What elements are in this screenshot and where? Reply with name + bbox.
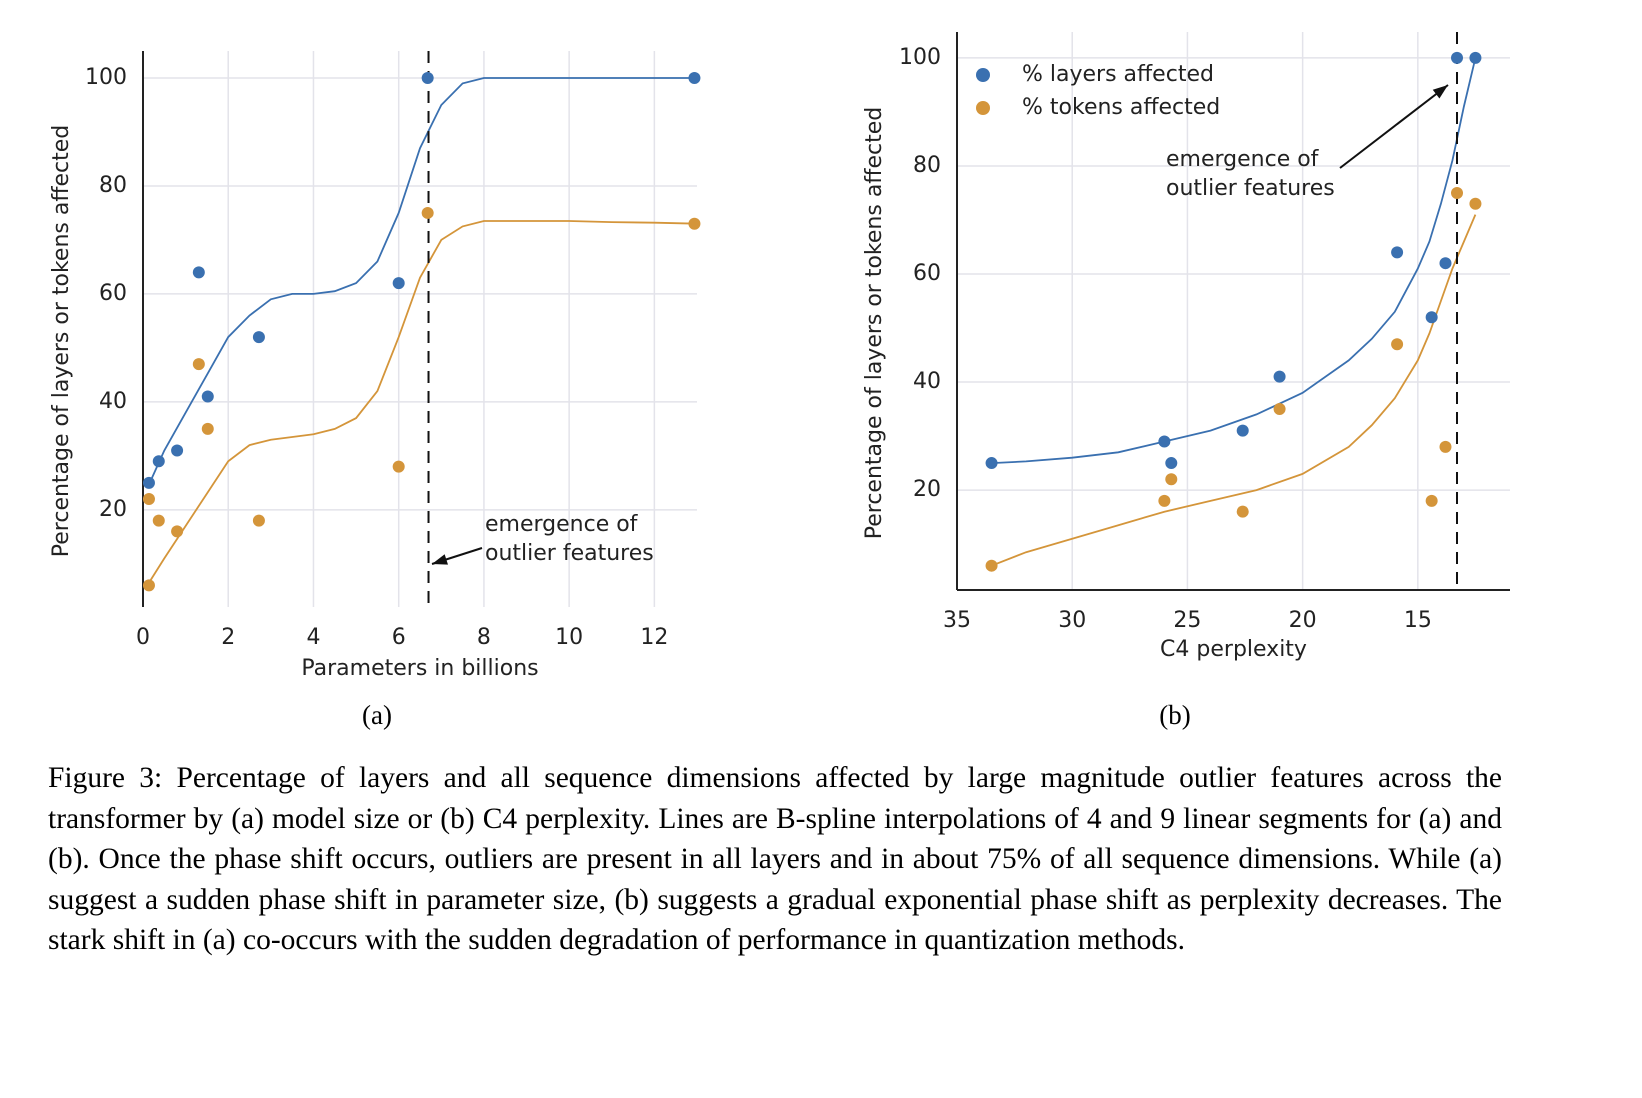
data-point (1469, 197, 1482, 210)
subcaption: (a) (362, 700, 392, 730)
data-point (1236, 505, 1249, 518)
data-point (421, 71, 434, 84)
data-point (421, 206, 434, 219)
annotation: emergence of (485, 512, 639, 537)
y-axis-title: Percentage of layers or tokens affected (862, 107, 887, 539)
data-point (1451, 51, 1464, 64)
x-tick-label: 15 (1404, 608, 1432, 633)
data-point (252, 514, 265, 527)
y-tick-label: 60 (913, 261, 941, 286)
data-point (1425, 311, 1438, 324)
annotation: outlier features (485, 541, 654, 566)
y-tick-label: 100 (899, 45, 941, 70)
y-tick-label: 80 (99, 173, 127, 198)
x-tick-label: 25 (1173, 608, 1201, 633)
legend-marker (976, 68, 990, 82)
legend-marker (976, 101, 990, 115)
figure: (a) (b) 0 2 4 6 8 10 12 20 40 60 80 100 Parameters i… (49, 32, 1510, 730)
data-point (1165, 473, 1178, 486)
data-point (1425, 494, 1438, 507)
y-tick-label: 40 (913, 369, 941, 394)
x-tick-label: 20 (1289, 608, 1317, 633)
x-tick-label: 12 (640, 625, 668, 650)
data-point (142, 476, 155, 489)
x-axis-title: C4 perplexity (1160, 637, 1307, 662)
data-point (1158, 435, 1171, 448)
y-tick-label: 20 (913, 477, 941, 502)
data-point (171, 525, 184, 538)
annotation-arrow (1339, 84, 1449, 169)
data-point (1236, 424, 1249, 437)
arrow-head (432, 554, 448, 565)
x-axis-title: Parameters in billions (301, 656, 538, 681)
figure-caption: Figure 3: Percentage of layers and all s… (48, 762, 1502, 956)
x-tick-label: 30 (1058, 608, 1086, 633)
legend-label: % tokens affected (1022, 95, 1220, 120)
fit-line (991, 57, 1477, 464)
x-tick-label: 6 (392, 625, 406, 650)
y-tick-label: 40 (99, 389, 127, 414)
data-point (392, 277, 405, 290)
data-point (252, 331, 265, 344)
data-point (688, 71, 701, 84)
data-point (1158, 494, 1171, 507)
data-point (152, 455, 165, 468)
data-point (171, 444, 184, 457)
y-tick-label: 80 (913, 153, 941, 178)
arrow-head (1432, 85, 1448, 99)
data-point (201, 390, 214, 403)
data-point (688, 217, 701, 230)
x-tick-label: 0 (136, 625, 150, 650)
legend-label: % layers affected (1022, 62, 1214, 87)
fit-line (146, 220, 698, 586)
annotation: emergence of (1166, 147, 1320, 172)
data-point (1273, 403, 1286, 416)
data-point (1469, 51, 1482, 64)
y-axis-title: Percentage of layers or tokens affected (49, 125, 74, 557)
x-tick-label: 8 (477, 625, 491, 650)
data-point (1165, 457, 1178, 470)
fit-line (146, 77, 697, 489)
data-point (152, 514, 165, 527)
fit-line (991, 214, 1477, 567)
data-point (201, 422, 214, 435)
data-point (192, 266, 205, 279)
data-point (142, 579, 155, 592)
x-tick-label: 10 (555, 625, 583, 650)
y-tick-label: 20 (99, 497, 127, 522)
data-point (1439, 440, 1452, 453)
data-point (985, 559, 998, 572)
x-tick-label: 2 (221, 625, 235, 650)
annotation: outlier features (1166, 176, 1335, 201)
data-point (142, 493, 155, 506)
data-point (1391, 246, 1404, 259)
x-tick-label: 35 (943, 608, 971, 633)
data-point (1273, 370, 1286, 383)
data-point (985, 457, 998, 470)
y-tick-label: 100 (85, 65, 127, 90)
data-point (192, 358, 205, 371)
data-point (392, 460, 405, 473)
x-tick-label: 4 (306, 625, 320, 650)
data-point (1391, 338, 1404, 351)
y-tick-label: 60 (99, 281, 127, 306)
data-point (1451, 186, 1464, 199)
data-point (1439, 257, 1452, 270)
subcaption: (b) (1159, 700, 1190, 730)
